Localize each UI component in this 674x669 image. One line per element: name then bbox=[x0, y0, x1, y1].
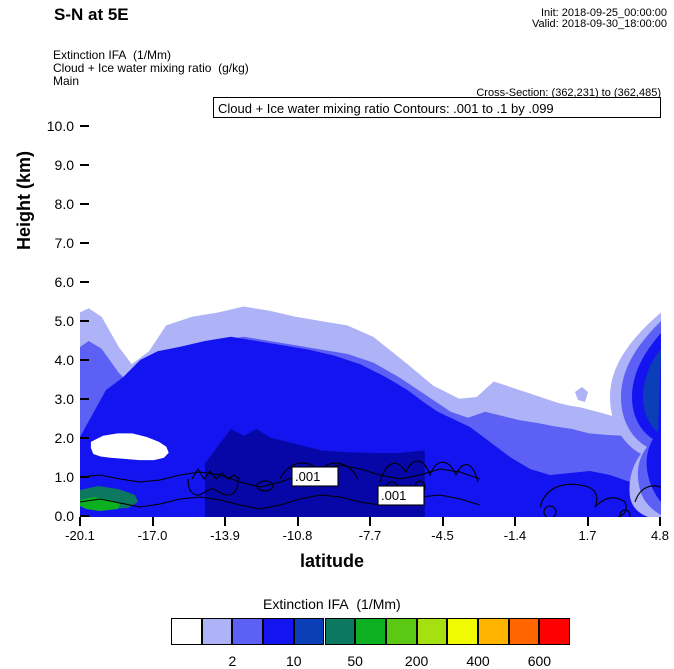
svg-text:.001: .001 bbox=[295, 469, 320, 484]
svg-text:.001: .001 bbox=[381, 488, 406, 503]
